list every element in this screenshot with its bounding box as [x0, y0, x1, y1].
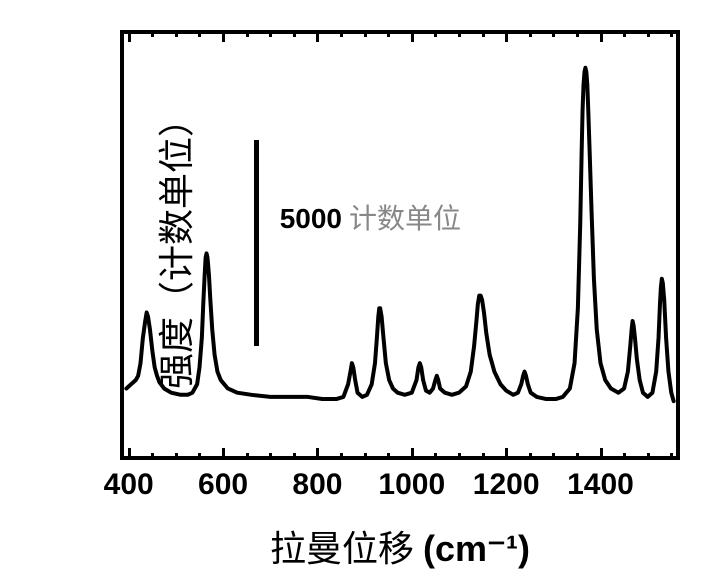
x-tick	[434, 453, 437, 460]
scale-text: 5000 计数单位	[280, 197, 461, 237]
x-tick-top	[505, 30, 508, 42]
scale-unit-text: 计数单位	[342, 204, 461, 235]
plot-svg	[124, 34, 676, 456]
x-tick	[128, 448, 131, 460]
x-tick	[647, 453, 650, 460]
x-label-unit: (cm⁻¹)	[423, 528, 530, 569]
x-tick-top	[600, 30, 603, 42]
x-tick	[198, 453, 201, 460]
x-tick-top	[576, 30, 579, 37]
x-tick-top	[647, 30, 650, 37]
x-tick-top	[246, 30, 249, 37]
x-tick-top	[316, 30, 319, 42]
x-tick	[222, 448, 225, 460]
x-label-prefix: 拉曼位移	[270, 529, 423, 569]
x-tick	[411, 448, 414, 460]
x-tick-top	[175, 30, 178, 37]
x-tick-top	[623, 30, 626, 37]
x-tick-top	[482, 30, 485, 37]
x-tick-top	[364, 30, 367, 37]
chart-container: 强度（计数单位） 拉曼位移 (cm⁻¹) 4006008001000120014…	[0, 0, 716, 583]
x-tick-top	[128, 30, 131, 42]
x-tick	[505, 448, 508, 460]
scale-bar	[254, 140, 259, 347]
x-tick-top	[529, 30, 532, 37]
x-tick	[340, 453, 343, 460]
x-tick	[458, 453, 461, 460]
x-tick-top	[198, 30, 201, 37]
x-tick	[175, 453, 178, 460]
x-tick	[552, 453, 555, 460]
x-tick	[151, 453, 154, 460]
x-tick-label: 600	[198, 468, 248, 502]
x-tick-top	[151, 30, 154, 37]
x-tick-label: 1000	[378, 468, 445, 502]
x-tick-top	[222, 30, 225, 42]
x-tick-top	[269, 30, 272, 37]
x-tick	[293, 453, 296, 460]
x-tick	[387, 453, 390, 460]
x-tick-top	[340, 30, 343, 37]
x-tick-label: 1400	[567, 468, 634, 502]
scale-value: 5000	[280, 203, 342, 234]
x-tick	[576, 453, 579, 460]
x-tick-top	[458, 30, 461, 37]
x-tick-top	[387, 30, 390, 37]
x-tick-label: 400	[104, 468, 154, 502]
plot-frame	[120, 30, 680, 460]
x-tick	[482, 453, 485, 460]
x-tick	[269, 453, 272, 460]
x-tick	[364, 453, 367, 460]
x-tick-top	[411, 30, 414, 42]
x-tick	[670, 453, 673, 460]
x-tick-label: 1200	[473, 468, 540, 502]
x-tick-label: 800	[292, 468, 342, 502]
x-tick-top	[293, 30, 296, 37]
x-tick-top	[670, 30, 673, 37]
x-tick	[316, 448, 319, 460]
x-tick	[246, 453, 249, 460]
x-tick	[600, 448, 603, 460]
x-tick	[623, 453, 626, 460]
x-tick	[529, 453, 532, 460]
x-tick-top	[552, 30, 555, 37]
x-tick-top	[434, 30, 437, 37]
x-axis-label: 拉曼位移 (cm⁻¹)	[270, 520, 530, 572]
